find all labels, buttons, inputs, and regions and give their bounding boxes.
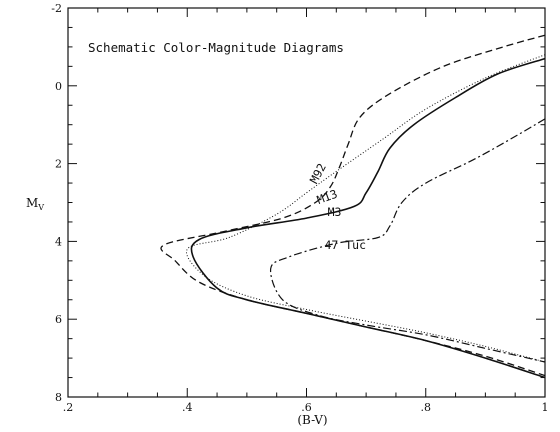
series-line-m13 <box>186 54 546 363</box>
y-axis-label-sub: V <box>37 203 44 212</box>
chart-series <box>160 34 546 379</box>
y-tick-label: 4 <box>55 235 62 248</box>
y-tick-label: 8 <box>55 391 62 404</box>
y-axis-label-main: M <box>26 196 38 210</box>
y-axis-label: MV <box>26 196 44 212</box>
x-tick-label: 1 <box>542 401 549 414</box>
series-line-m3 <box>190 57 546 379</box>
x-tick-label: .8 <box>421 401 432 414</box>
annotation-m13: M13 <box>315 187 339 207</box>
y-tick-label: -2 <box>51 2 62 15</box>
chart-title: Schematic Color-Magnitude Diagrams <box>88 40 344 55</box>
axis-tick-labels: .2 .4 .6 .8 1 -2 0 2 4 6 8 <box>51 2 548 414</box>
series-line-47-tuc <box>270 118 546 363</box>
x-axis-label: (B-V) <box>297 413 327 427</box>
y-tick-label: 6 <box>55 313 62 326</box>
y-tick-label: 2 <box>55 158 62 171</box>
y-tick-label: 0 <box>55 80 62 93</box>
annotation-47-tuc: 47 Tuc <box>324 238 366 252</box>
plot-frame <box>67 7 546 398</box>
annotation-m92: M92 <box>307 161 329 186</box>
x-tick-label: .2 <box>63 401 74 414</box>
x-tick-label: .4 <box>182 401 193 414</box>
axis-ticks <box>67 7 546 398</box>
annotation-m3: M3 <box>328 205 342 219</box>
x-tick-label: .6 <box>301 401 312 414</box>
